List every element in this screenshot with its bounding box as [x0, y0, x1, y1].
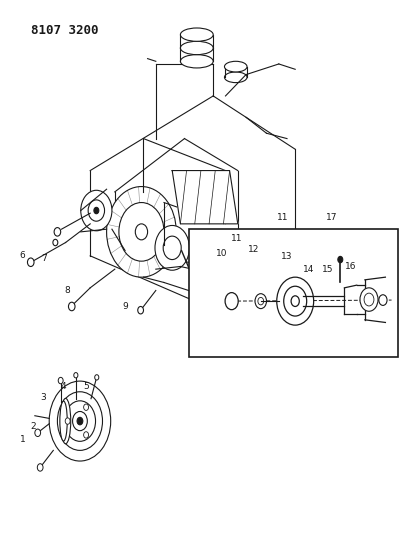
Text: 9: 9 — [122, 302, 128, 311]
Text: 11: 11 — [276, 213, 288, 222]
Text: 2: 2 — [30, 422, 36, 431]
Text: 8: 8 — [65, 286, 70, 295]
Circle shape — [83, 404, 88, 410]
Text: 16: 16 — [344, 262, 355, 271]
Ellipse shape — [224, 61, 246, 72]
Text: 11: 11 — [231, 234, 242, 243]
Circle shape — [137, 306, 143, 314]
Circle shape — [290, 296, 299, 306]
Circle shape — [57, 392, 102, 450]
Polygon shape — [172, 171, 237, 224]
Ellipse shape — [61, 399, 71, 443]
Circle shape — [65, 418, 70, 424]
Circle shape — [37, 464, 43, 471]
Circle shape — [135, 224, 147, 240]
Circle shape — [94, 207, 99, 214]
Circle shape — [72, 411, 87, 431]
Text: 1: 1 — [20, 435, 25, 444]
Circle shape — [53, 239, 58, 246]
Text: 4: 4 — [61, 382, 66, 391]
Text: 15: 15 — [321, 265, 333, 273]
Text: 12: 12 — [247, 245, 258, 254]
Text: 10: 10 — [215, 249, 227, 257]
Text: 8107 3200: 8107 3200 — [31, 24, 98, 37]
Ellipse shape — [60, 401, 67, 441]
Text: 17: 17 — [326, 213, 337, 222]
Circle shape — [155, 225, 189, 270]
Circle shape — [163, 236, 181, 260]
Ellipse shape — [180, 28, 213, 42]
Circle shape — [74, 373, 78, 378]
Circle shape — [94, 375, 99, 380]
Text: 7: 7 — [41, 254, 47, 263]
Text: 5: 5 — [83, 382, 89, 391]
Ellipse shape — [180, 55, 213, 68]
Circle shape — [276, 277, 313, 325]
Circle shape — [106, 187, 176, 277]
Circle shape — [225, 293, 238, 310]
Ellipse shape — [180, 41, 213, 55]
Circle shape — [378, 295, 386, 305]
Circle shape — [257, 297, 263, 305]
Circle shape — [54, 228, 61, 236]
Circle shape — [119, 203, 164, 261]
Circle shape — [58, 377, 63, 384]
Circle shape — [64, 401, 95, 441]
Circle shape — [68, 302, 75, 311]
Circle shape — [77, 417, 83, 425]
Text: 3: 3 — [40, 393, 46, 401]
Circle shape — [49, 381, 110, 461]
Circle shape — [83, 432, 88, 438]
Circle shape — [359, 288, 377, 311]
Circle shape — [35, 429, 40, 437]
Ellipse shape — [224, 72, 246, 83]
Bar — [188, 229, 397, 357]
Text: 13: 13 — [281, 253, 292, 261]
Circle shape — [337, 256, 342, 263]
Circle shape — [363, 293, 373, 306]
Circle shape — [81, 190, 112, 231]
Circle shape — [88, 200, 104, 221]
Circle shape — [27, 258, 34, 266]
Text: 6: 6 — [20, 252, 25, 260]
Circle shape — [254, 294, 266, 309]
Circle shape — [283, 286, 306, 316]
Text: 14: 14 — [302, 265, 313, 273]
